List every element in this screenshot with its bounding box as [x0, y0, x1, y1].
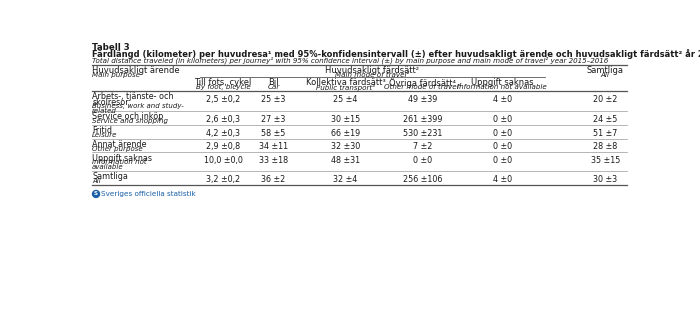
Text: Tabell 3: Tabell 3 [92, 43, 130, 52]
Text: Other mode of travel⁴: Other mode of travel⁴ [384, 84, 461, 90]
Text: Car: Car [267, 84, 279, 90]
Text: 3,2 ±0,2: 3,2 ±0,2 [206, 175, 240, 184]
Text: By foot, bicycle: By foot, bicycle [196, 84, 251, 90]
Text: Övriga färdsätt⁴: Övriga färdsätt⁴ [389, 79, 456, 88]
Text: 2,5 ±0,2: 2,5 ±0,2 [206, 95, 240, 104]
Text: 4,2 ±0,3: 4,2 ±0,3 [206, 129, 240, 138]
Text: Main mode of travel²: Main mode of travel² [335, 72, 410, 78]
Text: 33 ±18: 33 ±18 [259, 156, 288, 165]
Text: 2,9 ±0,8: 2,9 ±0,8 [206, 143, 240, 152]
Text: 10,0 ±0,0: 10,0 ±0,0 [204, 156, 243, 165]
Text: Färdlängd (kilometer) per huvudresa¹ med 95%-konfidensintervall (±) efter huvuds: Färdlängd (kilometer) per huvudresa¹ med… [92, 49, 700, 59]
Circle shape [92, 190, 99, 197]
Text: 0 ±0: 0 ±0 [493, 156, 512, 165]
Text: Service och inköp: Service och inköp [92, 112, 164, 121]
Text: Fritid: Fritid [92, 126, 112, 135]
Text: Annat ärende: Annat ärende [92, 140, 147, 149]
Text: related: related [92, 108, 117, 114]
Text: 20 ±2: 20 ±2 [593, 95, 617, 104]
Text: 36 ±2: 36 ±2 [261, 175, 286, 184]
Text: Arbets-, tjänste- och: Arbets-, tjänste- och [92, 92, 174, 101]
Text: S: S [94, 191, 98, 196]
Text: 27 ±3: 27 ±3 [261, 115, 286, 124]
Text: 4 ±0: 4 ±0 [493, 175, 512, 184]
Text: 4 ±0: 4 ±0 [493, 95, 512, 104]
Text: skolresor: skolresor [92, 98, 129, 107]
Text: 2,6 ±0,3: 2,6 ±0,3 [206, 115, 240, 124]
Text: 0 ±0: 0 ±0 [493, 115, 512, 124]
Text: 48 ±31: 48 ±31 [331, 156, 360, 165]
Text: 256 ±106: 256 ±106 [402, 175, 442, 184]
Text: Total distance traveled (in kilometers) per journey¹ with 95% confidence interva: Total distance traveled (in kilometers) … [92, 57, 608, 64]
Text: 51 ±7: 51 ±7 [593, 129, 617, 138]
Text: Service and shopping: Service and shopping [92, 118, 168, 124]
Text: 24 ±5: 24 ±5 [593, 115, 617, 124]
Text: Uppgift saknas: Uppgift saknas [471, 79, 533, 88]
Text: Till fots, cykel: Till fots, cykel [195, 79, 252, 88]
Text: Huvudsakligt ärende: Huvudsakligt ärende [92, 66, 180, 75]
Text: All: All [92, 178, 101, 184]
Text: 530 ±231: 530 ±231 [402, 129, 442, 138]
Text: 58 ±5: 58 ±5 [261, 129, 286, 138]
Text: 0 ±0: 0 ±0 [493, 143, 512, 152]
Text: Samtliga: Samtliga [92, 172, 128, 181]
Text: Public transport³: Public transport³ [316, 84, 375, 91]
Text: Samtliga: Samtliga [587, 66, 624, 75]
Text: 261 ±399: 261 ±399 [402, 115, 442, 124]
Text: Information not available: Information not available [457, 84, 547, 90]
Text: 30 ±15: 30 ±15 [331, 115, 360, 124]
Text: Business, work and study-: Business, work and study- [92, 103, 184, 109]
Text: Information not: Information not [92, 159, 147, 165]
Text: 0 ±0: 0 ±0 [413, 156, 432, 165]
Text: Leisure: Leisure [92, 132, 118, 138]
Text: Sveriges officiella statistik: Sveriges officiella statistik [102, 191, 196, 197]
Text: 0 ±0: 0 ±0 [493, 129, 512, 138]
Text: 28 ±8: 28 ±8 [593, 143, 617, 152]
Text: 30 ±3: 30 ±3 [593, 175, 617, 184]
Text: 32 ±30: 32 ±30 [331, 143, 360, 152]
Text: Main purpose: Main purpose [92, 72, 140, 78]
Text: 66 ±19: 66 ±19 [331, 129, 360, 138]
Text: available: available [92, 164, 124, 170]
Text: All: All [601, 72, 610, 78]
Text: Uppgift saknas: Uppgift saknas [92, 154, 152, 163]
Text: Kollektiva färdsätt³: Kollektiva färdsätt³ [306, 79, 386, 88]
Text: 34 ±11: 34 ±11 [259, 143, 288, 152]
Text: Huvudsakligt färdsätt²: Huvudsakligt färdsätt² [326, 66, 419, 75]
Text: 25 ±3: 25 ±3 [261, 95, 286, 104]
Text: 7 ±2: 7 ±2 [412, 143, 432, 152]
Text: Bil: Bil [268, 79, 279, 88]
Text: 25 ±4: 25 ±4 [333, 95, 358, 104]
Text: 35 ±15: 35 ±15 [591, 156, 620, 165]
Text: 49 ±39: 49 ±39 [407, 95, 437, 104]
Text: 32 ±4: 32 ±4 [333, 175, 358, 184]
Text: Other purpose: Other purpose [92, 146, 143, 152]
